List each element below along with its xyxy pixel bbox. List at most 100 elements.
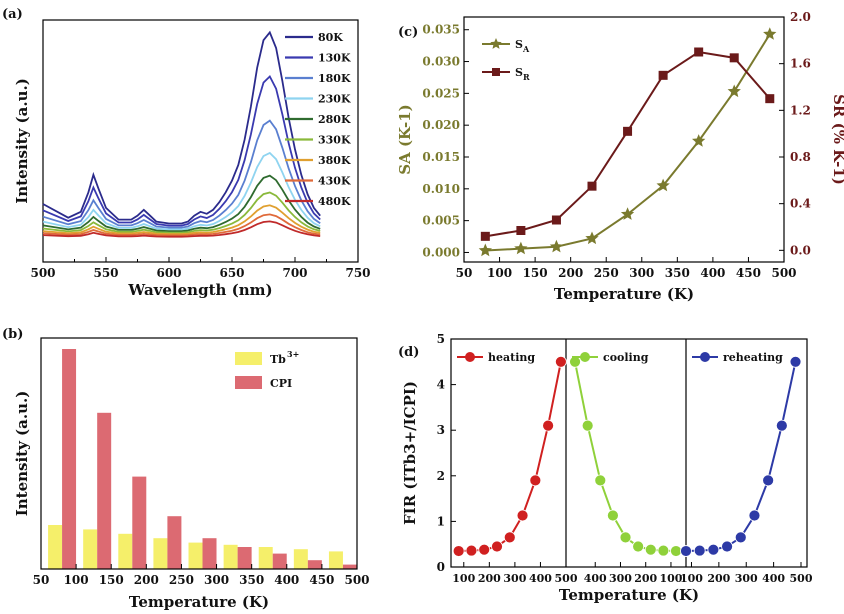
x-tick-label: 700 bbox=[282, 266, 307, 280]
y-tick-label: 0.005 bbox=[422, 214, 460, 228]
fir-marker bbox=[707, 543, 720, 556]
x-tick-label: 100 bbox=[452, 572, 475, 585]
spectrum-line bbox=[42, 204, 321, 235]
bar bbox=[342, 564, 357, 569]
x-tick-label: 500 bbox=[790, 572, 813, 585]
legend-label: 380K bbox=[318, 154, 351, 167]
x-tick-label: 400 bbox=[700, 266, 725, 280]
x-tick-label: 100 bbox=[487, 266, 512, 280]
legend-swatch bbox=[235, 376, 262, 389]
bar bbox=[188, 542, 203, 569]
y-tick-label: 0 bbox=[437, 560, 445, 574]
bar bbox=[153, 538, 168, 569]
legend-label: CPI bbox=[270, 377, 292, 390]
y-tick-label: 0.035 bbox=[422, 23, 460, 37]
panel-label: (c) bbox=[398, 25, 418, 40]
legend-label: Tb bbox=[270, 353, 286, 366]
fir-marker bbox=[594, 474, 607, 487]
x-tick-label: 200 bbox=[558, 266, 583, 280]
x-tick-label: 500 bbox=[555, 572, 578, 585]
y-tick-label: 1 bbox=[437, 514, 445, 528]
y-tick-label: 3 bbox=[437, 423, 445, 437]
legend-label: 330K bbox=[318, 134, 351, 147]
marker-sr bbox=[516, 226, 526, 235]
fir-marker bbox=[789, 355, 802, 368]
x-tick-label: 200 bbox=[134, 573, 159, 587]
bar bbox=[293, 549, 308, 569]
plot-frame bbox=[463, 16, 785, 263]
legend-superscript: 3+ bbox=[287, 349, 299, 359]
fir-marker bbox=[529, 474, 542, 487]
x-tick-label: 600 bbox=[156, 266, 181, 280]
legend-marker bbox=[465, 352, 475, 362]
fir-line bbox=[574, 361, 677, 552]
x-tick-label: 500 bbox=[771, 266, 796, 280]
legend-marker-sr bbox=[492, 68, 500, 76]
x-tick-label: 450 bbox=[309, 573, 334, 587]
x-tick-label: 550 bbox=[93, 266, 118, 280]
fir-line bbox=[458, 361, 562, 552]
legend-subscript: R bbox=[523, 72, 530, 82]
x-tick-label: 150 bbox=[99, 573, 124, 587]
fir-marker bbox=[657, 544, 670, 557]
y2-tick-label: 2.0 bbox=[790, 10, 811, 24]
y-tick-label: 0.030 bbox=[422, 55, 460, 69]
y-tick-label: 0.015 bbox=[422, 150, 460, 164]
marker-sr bbox=[765, 94, 775, 104]
bar bbox=[272, 553, 287, 569]
panel-label: (d) bbox=[398, 345, 419, 360]
bar bbox=[307, 560, 322, 569]
fir-marker bbox=[607, 509, 619, 522]
x-tick-label: 300 bbox=[735, 572, 758, 585]
spectrum-line bbox=[42, 119, 321, 229]
fir-marker bbox=[693, 544, 706, 557]
x-tick-label: 100 bbox=[680, 572, 703, 585]
marker-sa bbox=[727, 84, 741, 98]
fir-marker bbox=[734, 531, 747, 544]
fir-marker bbox=[644, 543, 657, 556]
plot-frame bbox=[40, 337, 358, 570]
bar bbox=[258, 547, 273, 569]
legend-label: heating bbox=[488, 351, 535, 364]
fir-marker bbox=[721, 540, 733, 553]
y-tick-label: 4 bbox=[437, 378, 445, 392]
marker-sa bbox=[620, 207, 635, 220]
fir-marker bbox=[762, 474, 775, 487]
x-tick-label: 200 bbox=[478, 572, 501, 585]
marker-sr bbox=[551, 215, 561, 225]
y-tick-label: 5 bbox=[437, 332, 445, 346]
y-axis-label: Intensity (a.u.) bbox=[13, 391, 31, 517]
y-axis-label: SA (K-1) bbox=[396, 104, 414, 175]
x-tick-label: 400 bbox=[584, 572, 607, 585]
x-tick-label: 100 bbox=[64, 573, 89, 587]
bar bbox=[132, 476, 147, 569]
fir-marker bbox=[632, 540, 645, 553]
bar bbox=[83, 529, 98, 569]
x-tick-label: 50 bbox=[33, 573, 50, 587]
legend-subscript: A bbox=[522, 44, 530, 54]
legend-label: 430K bbox=[318, 175, 351, 188]
x-tick-label: 400 bbox=[762, 572, 785, 585]
spectrum-line bbox=[42, 30, 321, 225]
x-tick-label: 300 bbox=[609, 572, 632, 585]
x-tick-label: 350 bbox=[665, 266, 690, 280]
series-line-sa bbox=[485, 33, 771, 252]
marker-sa bbox=[549, 239, 564, 253]
plot-frame bbox=[450, 338, 808, 568]
x-tick-label: 400 bbox=[529, 572, 552, 585]
x-tick-label: 350 bbox=[239, 573, 264, 587]
x-tick-label: 650 bbox=[219, 266, 244, 280]
x-tick-label: 200 bbox=[707, 572, 730, 585]
bar bbox=[237, 547, 252, 569]
x-tick-label: 400 bbox=[274, 573, 299, 587]
y-tick-label: 2 bbox=[437, 469, 445, 483]
fir-marker bbox=[619, 531, 632, 544]
x-tick-label: 250 bbox=[594, 266, 619, 280]
marker-sr bbox=[694, 47, 704, 57]
x-tick-label: 200 bbox=[634, 572, 657, 585]
marker-sa bbox=[514, 241, 528, 255]
x-tick-label: 300 bbox=[503, 572, 526, 585]
legend-label: 130K bbox=[318, 52, 351, 65]
legend-label: 180K bbox=[318, 72, 351, 85]
